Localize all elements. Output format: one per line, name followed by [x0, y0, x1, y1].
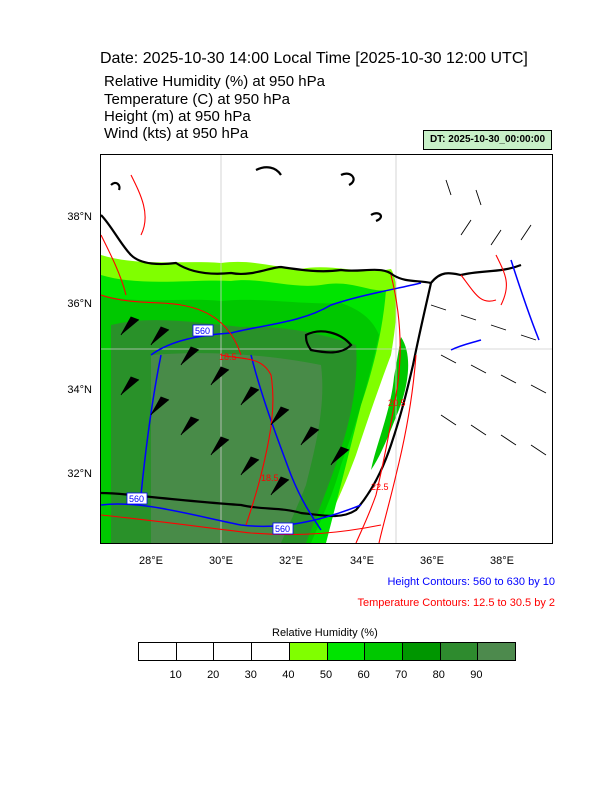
lon-label-38: 38°E: [490, 555, 514, 567]
lon-label-36: 36°E: [420, 555, 444, 567]
colorbar-box: [365, 643, 403, 660]
temperature-contour-legend: Temperature Contours: 12.5 to 30.5 by 2: [357, 597, 555, 609]
temp-label: Temperature (C) at 950 hPa: [104, 91, 290, 108]
colorbar-box: [252, 643, 290, 660]
colorbar-box: [214, 643, 253, 660]
rh-shading: [101, 255, 409, 543]
height-label-2: 560: [129, 494, 144, 504]
colorbar-label: 90: [470, 669, 483, 681]
height-label: Height (m) at 950 hPa: [104, 108, 251, 125]
wind-barbs: [120, 179, 547, 496]
map-svg: 560 560 560 18.5 20.5 18.5 22.5: [101, 155, 552, 543]
height-label-1: 560: [195, 326, 210, 336]
lon-label-34: 34°E: [350, 555, 374, 567]
temperature-contours: [101, 174, 507, 543]
rh-label: Relative Humidity (%) at 950 hPa: [104, 73, 325, 90]
lon-label-28: 28°E: [139, 555, 163, 567]
colorbar-label: 30: [244, 669, 257, 681]
coastline: [101, 166, 522, 518]
lon-label-30: 30°E: [209, 555, 233, 567]
height-label-3: 560: [275, 524, 290, 534]
chart-title: Date: 2025-10-30 14:00 Local Time [2025-…: [100, 50, 528, 67]
height-contours: [101, 259, 540, 531]
colorbar: [138, 642, 516, 661]
colorbar-label: 20: [207, 669, 220, 681]
colorbar-box: [402, 643, 441, 660]
colorbar-box: [440, 643, 479, 660]
wind-label: Wind (kts) at 950 hPa: [104, 125, 249, 142]
temp-label-4: 22.5: [371, 482, 389, 492]
temp-label-3: 18.5: [261, 473, 279, 483]
colorbar-label: 80: [432, 669, 445, 681]
map-panel: 560 560 560 18.5 20.5 18.5 22.5: [100, 154, 553, 544]
lat-label-32: 32°N: [67, 468, 92, 480]
dt-badge: DT: 2025-10-30_00:00:00: [423, 130, 552, 150]
colorbar-title: Relative Humidity (%): [272, 627, 378, 639]
colorbar-box: [139, 643, 177, 660]
colorbar-label: 50: [319, 669, 333, 681]
colorbar-label: 10: [169, 669, 182, 681]
lon-label-32: 32°E: [279, 555, 303, 567]
colorbar-box: [289, 643, 328, 660]
lat-label-38: 38°N: [67, 211, 92, 223]
lat-label-34: 34°N: [67, 384, 92, 396]
temp-label-2: 20.5: [388, 398, 406, 408]
contour-labels: 560 560 560 18.5 20.5 18.5 22.5: [126, 324, 406, 535]
colorbar-box: [327, 643, 366, 660]
colorbar-label: 40: [282, 669, 295, 681]
colorbar-box: [176, 643, 215, 660]
colorbar-label: 60: [357, 669, 370, 681]
graticule: [101, 155, 552, 543]
colorbar-box: [478, 643, 516, 660]
colorbar-label: 70: [395, 669, 408, 681]
lat-label-36: 36°N: [67, 298, 92, 310]
temp-label-1: 18.5: [219, 352, 237, 362]
height-contour-legend: Height Contours: 560 to 630 by 10: [387, 576, 555, 588]
